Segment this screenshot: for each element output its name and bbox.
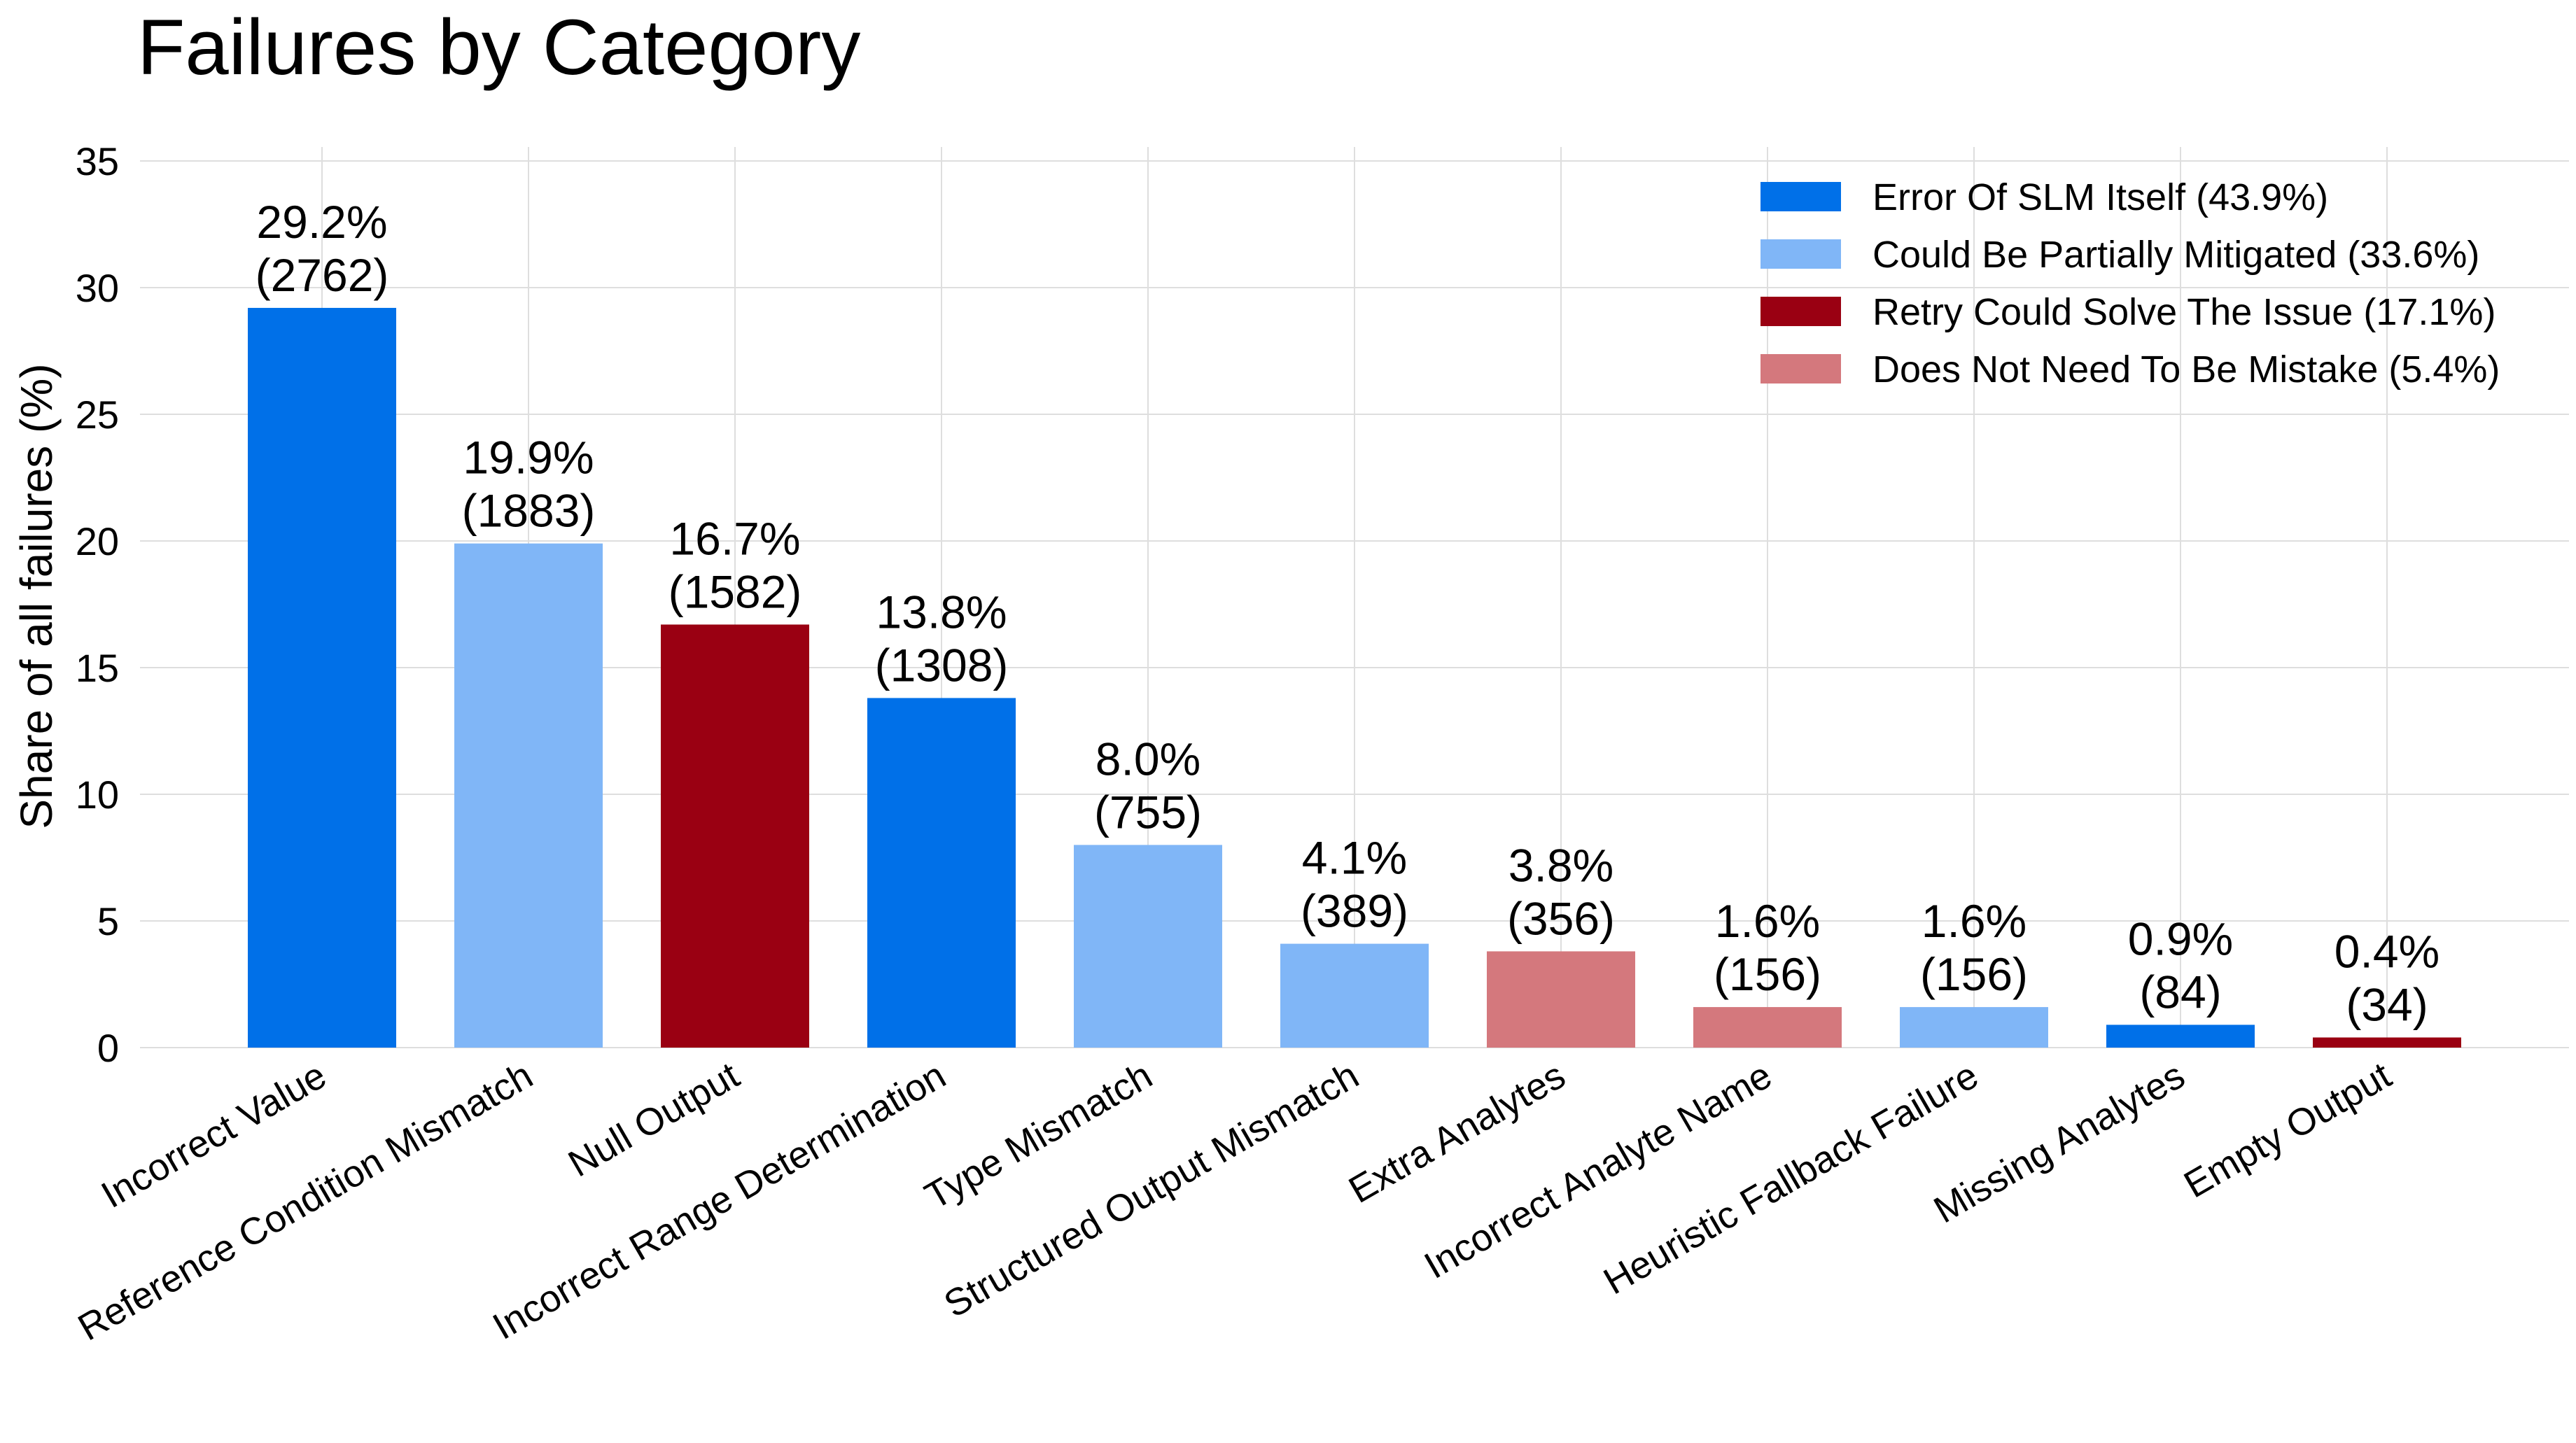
bar bbox=[867, 698, 1016, 1048]
bar bbox=[661, 624, 809, 1048]
bar-percent-label: 29.2% bbox=[256, 196, 387, 248]
legend-entry: Retry Could Solve The Issue (17.1%) bbox=[1872, 291, 2496, 333]
bar-percent-label: 3.8% bbox=[1508, 839, 1614, 891]
legend-entry: Error Of SLM Itself (43.9%) bbox=[1872, 176, 2328, 218]
bar bbox=[2313, 1037, 2461, 1048]
y-tick-label: 25 bbox=[76, 393, 119, 437]
bar-percent-label: 1.6% bbox=[1921, 895, 2026, 947]
chart-title: Failures by Category bbox=[137, 3, 860, 91]
data-labels: 29.2%(2762)19.9%(1883)16.7%(1582) 13.8%(1… bbox=[255, 196, 2440, 1031]
x-tick-label: Empty Output bbox=[2177, 1054, 2398, 1206]
bar bbox=[1487, 951, 1635, 1048]
bar-percent-label: 8.0% bbox=[1096, 733, 1200, 784]
legend: Error Of SLM Itself (43.9%) Could Be Part… bbox=[1760, 176, 2500, 390]
bar bbox=[2106, 1025, 2255, 1048]
bar bbox=[1074, 845, 1222, 1048]
bar-count-label: (1308) bbox=[875, 639, 1009, 691]
legend-swatch bbox=[1760, 182, 1841, 211]
y-tick-label: 5 bbox=[97, 899, 119, 943]
bar-count-label: (1582) bbox=[668, 565, 802, 617]
bar-count-label: (356) bbox=[1507, 892, 1615, 944]
y-tick-label: 0 bbox=[97, 1026, 119, 1070]
y-tick-label: 10 bbox=[76, 773, 119, 817]
bar-percent-label: 19.9% bbox=[463, 432, 594, 484]
x-tick-label: Incorrect Analyte Name bbox=[1418, 1054, 1779, 1287]
bar bbox=[1693, 1007, 1842, 1048]
legend-swatch bbox=[1760, 354, 1841, 383]
bar-count-label: (389) bbox=[1301, 885, 1408, 937]
y-tick-label: 35 bbox=[76, 139, 119, 183]
y-tick-label: 20 bbox=[76, 519, 119, 563]
legend-entry: Could Be Partially Mitigated (33.6%) bbox=[1872, 234, 2479, 276]
bar-count-label: (156) bbox=[1714, 948, 1821, 1000]
bar-percent-label: 1.6% bbox=[1715, 895, 1820, 947]
bar-count-label: (84) bbox=[2139, 966, 2221, 1018]
legend-swatch bbox=[1760, 239, 1841, 269]
x-tick-label: Heuristic Fallback Failure bbox=[1597, 1054, 1985, 1302]
y-tick-label: 30 bbox=[76, 266, 119, 310]
bar bbox=[248, 307, 396, 1048]
bar-percent-label: 0.4% bbox=[2334, 926, 2440, 978]
y-axis-label: Share of all failures (%) bbox=[11, 363, 62, 829]
bar bbox=[1900, 1007, 2048, 1048]
y-axis-ticks: 0 5 10 15 20 25 30 35 bbox=[76, 139, 119, 1070]
x-tick-label: Null Output bbox=[561, 1054, 746, 1185]
bar-count-label: (156) bbox=[1920, 948, 2028, 1000]
bar-count-label: (755) bbox=[1094, 786, 1202, 838]
bar bbox=[1280, 943, 1429, 1048]
bar-percent-label: 4.1% bbox=[1302, 832, 1407, 884]
bars bbox=[248, 307, 2461, 1048]
bar-count-label: (1883) bbox=[462, 485, 596, 537]
legend-entry: Does Not Need To Be Mistake (5.4%) bbox=[1872, 349, 2500, 390]
bar-percent-label: 13.8% bbox=[876, 586, 1007, 638]
bar-percent-label: 0.9% bbox=[2128, 913, 2233, 964]
bar-count-label: (34) bbox=[2346, 979, 2428, 1031]
grid-lines bbox=[140, 147, 2569, 1048]
bar-percent-label: 16.7% bbox=[669, 512, 800, 564]
bar bbox=[454, 543, 603, 1048]
bar-count-label: (2762) bbox=[255, 249, 389, 301]
y-tick-label: 15 bbox=[76, 646, 119, 690]
legend-swatch bbox=[1760, 297, 1841, 326]
